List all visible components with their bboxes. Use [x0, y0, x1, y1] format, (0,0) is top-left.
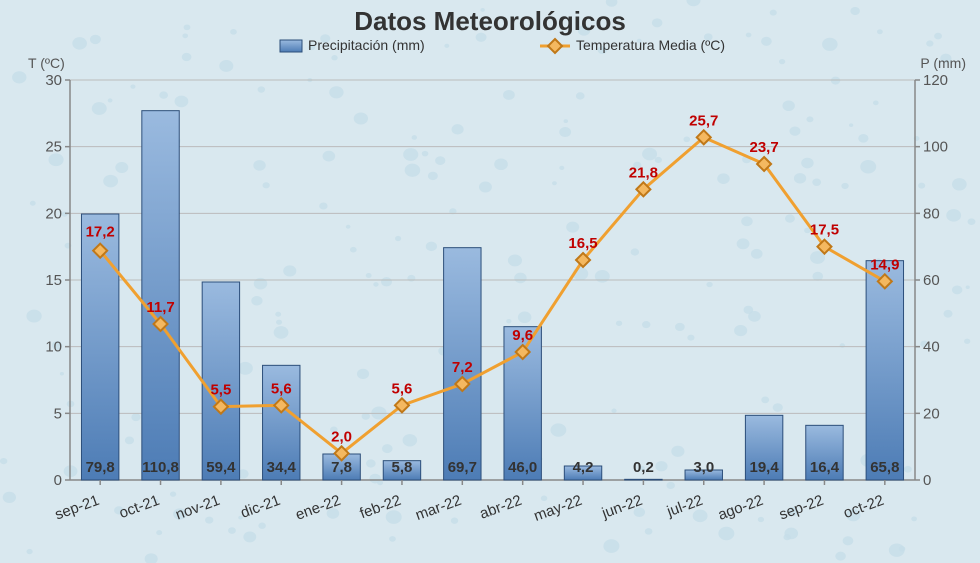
right-tick-label: 80	[923, 205, 940, 222]
bar-value-label: 0,2	[633, 459, 654, 476]
chart-canvas: Datos MeteorológicosPrecipitación (mm) Te…	[0, 0, 980, 563]
line-value-label: 21,8	[629, 164, 658, 181]
line-value-label: 25,7	[689, 112, 718, 129]
right-tick-label: 0	[923, 472, 931, 489]
right-tick-label: 40	[923, 339, 940, 356]
right-tick-label: 120	[923, 72, 948, 89]
chart-title: Datos Meteorológicos	[354, 6, 626, 36]
line-value-label: 14,9	[870, 256, 899, 273]
line-value-label: 11,7	[146, 299, 174, 316]
line-value-label: 5,5	[210, 382, 231, 399]
bar-value-label: 79,8	[86, 459, 115, 476]
bar-value-label: 16,4	[810, 459, 840, 476]
line-value-label: 17,2	[86, 224, 115, 241]
left-tick-label: 0	[54, 472, 62, 489]
weather-chart: Datos MeteorológicosPrecipitación (mm) Te…	[0, 0, 980, 563]
bar-value-label: 46,0	[508, 459, 537, 476]
bar-value-label: 7,8	[331, 459, 352, 476]
bar	[866, 261, 903, 480]
right-tick-label: 100	[923, 139, 948, 156]
line-value-label: 2,0	[331, 428, 352, 445]
right-tick-label: 20	[923, 405, 940, 422]
bar-value-label: 69,7	[448, 459, 477, 476]
bar-value-label: 34,4	[267, 459, 297, 476]
bar-value-label: 5,8	[392, 459, 413, 476]
right-axis-title: P (mm)	[920, 55, 966, 71]
line-value-label: 7,2	[452, 359, 473, 376]
legend-swatch-bar	[280, 40, 302, 52]
right-tick-label: 60	[923, 272, 940, 289]
bar-value-label: 65,8	[870, 459, 899, 476]
line-value-label: 5,6	[271, 380, 292, 397]
bar-value-label: 4,2	[573, 459, 594, 476]
bar-value-label: 3,0	[693, 459, 714, 476]
bar	[142, 111, 179, 480]
left-tick-label: 25	[45, 139, 62, 156]
line-value-label: 9,6	[512, 327, 533, 344]
left-tick-label: 10	[45, 339, 62, 356]
legend-label-line: Temperatura Media (ºC)	[576, 37, 725, 53]
left-tick-label: 15	[45, 272, 62, 289]
bar-value-label: 59,4	[206, 459, 236, 476]
left-tick-label: 20	[45, 205, 62, 222]
bar-value-label: 110,8	[142, 459, 179, 476]
left-tick-label: 5	[54, 405, 62, 422]
left-tick-label: 30	[45, 72, 62, 89]
bar	[625, 479, 662, 480]
bar-value-label: 19,4	[750, 459, 780, 476]
line-value-label: 17,5	[810, 222, 839, 239]
left-axis-title: T (ºC)	[28, 55, 65, 71]
line-value-label: 5,6	[392, 380, 413, 397]
line-value-label: 16,5	[568, 235, 597, 252]
line-value-label: 23,7	[750, 139, 779, 156]
legend-label-bar: Precipitación (mm)	[308, 37, 425, 53]
